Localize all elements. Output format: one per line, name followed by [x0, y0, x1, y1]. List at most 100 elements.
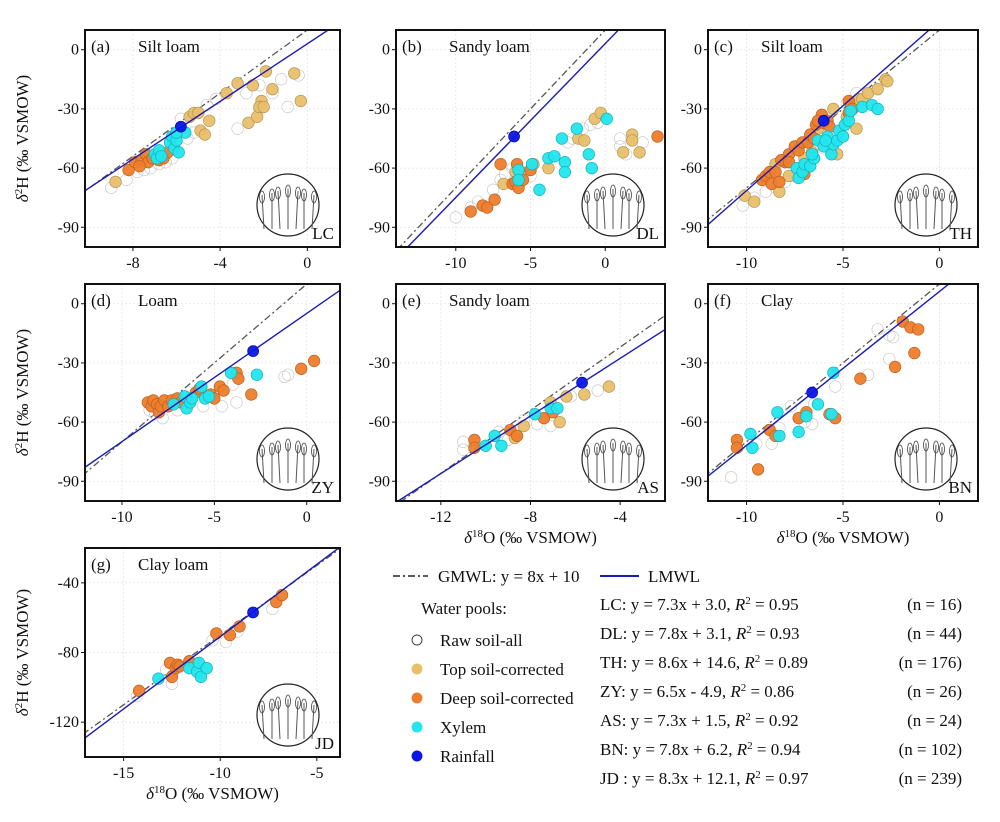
plant-top [301, 188, 307, 202]
plant-stem [295, 700, 299, 740]
plant-top [295, 186, 301, 200]
xylem-point [746, 441, 759, 454]
plant-top [295, 696, 301, 710]
panel-e: -12 -8 -4 0 -30 -60 -90 (e) Sandy loam AS δ18O (‰ … [369, 283, 666, 547]
lmwl-equation: ZY: y = 6.5x - 4.9, R2 = 0.86 [600, 682, 794, 701]
plant-top [285, 184, 291, 198]
xylem-point [871, 102, 884, 116]
equation-r-superscript: 2 [747, 740, 753, 752]
plot-content [398, 30, 664, 247]
site-code-label: JD [315, 734, 334, 753]
axis-title-delta: δ [13, 193, 32, 202]
top-soil-point [198, 128, 212, 141]
xylem-point [836, 130, 850, 143]
plant-top [600, 186, 606, 200]
plant-top [275, 696, 281, 710]
raw-soil-point [281, 100, 294, 114]
equation-sample-size: (n = 16) [907, 595, 962, 614]
plant-top [610, 438, 616, 452]
deep-soil-point [730, 441, 744, 454]
y-tick-label: -90 [369, 219, 390, 236]
xylem-point [495, 439, 508, 452]
lmwl-line [406, 30, 620, 247]
top-soil-point [578, 388, 591, 401]
equation-sample-size: (n = 26) [907, 682, 962, 701]
plot-frame [84, 29, 341, 248]
x-tick-label: -4 [614, 509, 627, 526]
panel-letter: (e) [402, 291, 421, 310]
x-axis-title: δ18O (‰ VSMOW) [777, 528, 910, 547]
plant-top [285, 694, 291, 708]
y-tick-label: -60 [681, 414, 702, 431]
equation-site: LC: [600, 595, 631, 614]
deep-soil-point [464, 205, 477, 218]
deep-soil-point [494, 157, 507, 171]
xylem-point [827, 366, 840, 379]
soil-texture-label: Clay [761, 291, 794, 310]
xylem-point [525, 157, 539, 171]
equation-site: JD : [600, 769, 632, 788]
legend-label-raw-soil: Raw soil-all [440, 631, 523, 650]
x-tick-label: -5 [208, 509, 221, 526]
plot-content [708, 30, 941, 226]
y-tick-label: -90 [58, 473, 79, 490]
deep-soil-point [210, 627, 223, 640]
y-tick-label: -60 [58, 160, 79, 177]
axis-title-text: O (‰ VSMOW) [483, 528, 597, 547]
raw-soil-point [784, 400, 798, 413]
plant-top [259, 190, 265, 204]
equation-r: R [736, 740, 748, 759]
x-tick-label: -8 [126, 255, 139, 272]
deep-soil-point [651, 130, 664, 143]
plant-top [636, 190, 642, 204]
deep-soil-point [908, 346, 921, 360]
x-tick-label: -10 [445, 255, 466, 272]
top-soil-point [294, 94, 307, 108]
site-code-label: AS [637, 478, 659, 497]
plant-top [933, 440, 939, 454]
x-tick-label: -4 [213, 255, 226, 272]
y-tick-label: -60 [369, 414, 390, 431]
deep-soil-point [245, 388, 258, 401]
equation-r: R [744, 769, 756, 788]
lmwl-equation: LC: y = 7.3x + 3.0, R2 = 0.95 [600, 595, 799, 614]
axis-title-delta: δ [777, 528, 786, 547]
plant-top [301, 442, 307, 456]
deep-soil-point [217, 384, 230, 397]
raw-soil-point [449, 211, 462, 224]
plant-stem [933, 444, 937, 484]
axis-title-superscript: 18 [784, 528, 796, 540]
top-soil-point [578, 134, 591, 147]
y-tick-label: -40 [58, 575, 79, 592]
xylem-point [172, 146, 185, 159]
equation-r: R [734, 711, 746, 730]
panel-f: -10 -5 0 0 -30 -60 -90 (f) Clay BN δ18O (‰ VSMOW) [681, 283, 979, 547]
top-soil-point [633, 146, 646, 159]
raw-soil-point [614, 132, 627, 145]
axis-title-delta: δ [464, 528, 473, 547]
legend-marker-top-soil [411, 663, 423, 675]
y-axis-title: δ2H (‰ VSMOW) [13, 589, 32, 716]
raw-soil-point [230, 396, 243, 409]
plant-stem [311, 704, 315, 740]
lmwl-equation: JD : y = 8.3x + 12.1, R2 = 0.97 [600, 769, 809, 788]
plot-content [396, 314, 665, 501]
lmwl-equation: BN: y = 7.8x + 6.2, R2 = 0.94 [600, 740, 801, 759]
equation-r-superscript: 2 [741, 682, 747, 694]
y-tick-label: -60 [681, 160, 702, 177]
raw-soil-point [724, 471, 738, 484]
plant-top [259, 444, 265, 458]
plant-top [311, 444, 317, 458]
plant-top [600, 440, 606, 454]
equation-r2-value: = 0.93 [752, 624, 800, 643]
xylem-point [533, 183, 546, 196]
top-soil-point [602, 380, 616, 393]
lmwl-line [396, 328, 665, 501]
plant-top [269, 188, 275, 202]
top-soil-point [517, 419, 530, 433]
plant-stem [311, 194, 315, 230]
axis-title-text: O (‰ VSMOW) [795, 528, 909, 547]
top-soil-point [242, 116, 255, 129]
equation-r: R [743, 653, 755, 672]
